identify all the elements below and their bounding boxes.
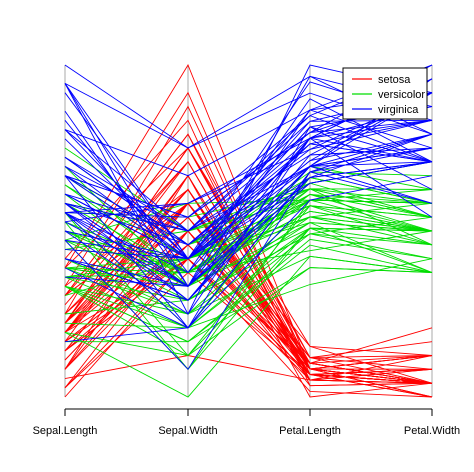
virginica-line-11 (64, 147, 433, 301)
virginica-line-49 (64, 161, 433, 260)
x-axis-ticks: Sepal.Length Sepal.Width Petal.Length Petal… (33, 409, 460, 437)
virginica-line-42 (64, 147, 433, 301)
legend-label-setosa: setosa (378, 74, 411, 86)
legend: setosa versicolor virginica (342, 67, 428, 120)
legend-label-virginica: virginica (378, 104, 419, 116)
versicolor-line-48 (64, 258, 433, 329)
versicolor-line-39 (64, 227, 433, 329)
virginica-line-37 (64, 143, 433, 246)
setosa-line-48 (64, 161, 433, 384)
virginica-line-46 (64, 147, 433, 329)
setosa-line-41 (64, 355, 433, 381)
setosa-line-13 (64, 258, 433, 398)
x-tick-label-0: Sepal.Length (33, 425, 98, 437)
virginica-line-21 (64, 133, 433, 287)
x-tick-label-3: Petal.Width (404, 425, 460, 437)
virginica-line-38 (64, 161, 433, 260)
versicolor-line-31 (64, 244, 433, 343)
x-tick-label-1: Sepal.Width (158, 425, 217, 437)
versicolor-line-45 (64, 216, 433, 269)
setosa-line-43 (64, 188, 433, 364)
versicolor-line-49 (64, 222, 433, 287)
versicolor-line-43 (64, 267, 433, 356)
virginica-line-48 (64, 92, 433, 223)
versicolor-line-37 (64, 205, 433, 357)
setosa-line-46 (64, 147, 433, 384)
legend-label-versicolor: versicolor (378, 89, 425, 101)
versicolor-line-29 (64, 255, 433, 315)
virginica-line-19 (64, 171, 433, 371)
virginica-line-41 (64, 92, 433, 246)
versicolor-line-40 (64, 205, 433, 315)
virginica-line-47 (64, 133, 433, 260)
x-axis: Sepal.Length Sepal.Width Petal.Length Petal… (33, 408, 460, 437)
x-tick-label-2: Petal.Length (279, 425, 341, 437)
virginica-line-29 (64, 126, 433, 260)
versicolor-line-47 (64, 210, 433, 273)
legend-items: setosa versicolor virginica (352, 74, 425, 116)
setosa-line-42 (64, 230, 433, 389)
virginica-line-34 (64, 137, 433, 315)
virginica-line-25 (64, 115, 433, 232)
